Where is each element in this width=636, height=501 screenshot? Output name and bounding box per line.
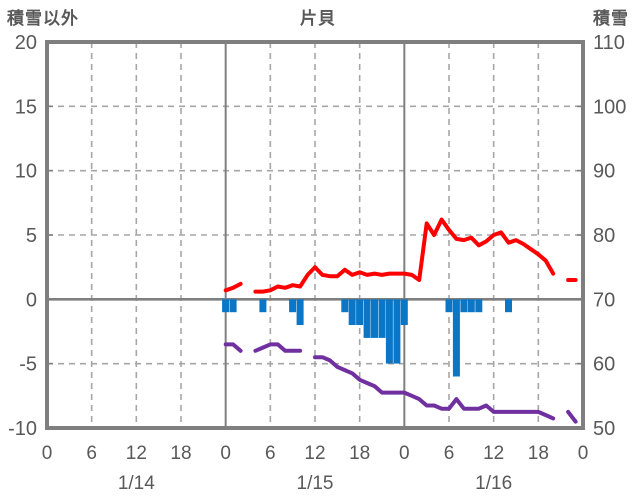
hour-tick-label: 18 — [170, 443, 191, 464]
snowfall-bar — [385, 299, 393, 364]
date-label: 1/15 — [297, 473, 334, 494]
left-axis-tick-label: -5 — [19, 354, 37, 376]
hour-tick-label: 18 — [349, 443, 370, 464]
snowfall-bar — [467, 299, 475, 313]
hour-tick-label: 12 — [304, 443, 325, 464]
left-axis-title: 積雪以外 — [7, 9, 79, 28]
snowfall-bar — [505, 299, 512, 313]
snowfall-bar — [371, 299, 378, 338]
snowfall-bar — [445, 299, 453, 313]
date-label: 1/14 — [118, 473, 155, 494]
right-axis-tick-label: 60 — [593, 354, 615, 376]
right-axis-title: 積雪 — [593, 9, 629, 28]
hour-tick-label: 6 — [444, 443, 455, 464]
snowfall-bar — [356, 299, 364, 325]
right-axis-tick-label: 80 — [593, 225, 615, 247]
left-axis-tick-label: 15 — [15, 96, 37, 118]
snowfall-bar — [289, 299, 297, 313]
hour-tick-label: 0 — [578, 443, 589, 464]
plot-border — [45, 40, 585, 430]
left-axis-tick-label: 0 — [26, 289, 37, 311]
snowfall-bar — [452, 299, 460, 377]
right-axis-tick-label: 110 — [593, 32, 625, 54]
right-axis-tick-label: 100 — [593, 96, 626, 118]
hour-tick-label: 0 — [399, 443, 410, 464]
hour-tick-label: 12 — [483, 443, 504, 464]
snow-depth-line — [223, 342, 578, 424]
snowfall-bar — [341, 299, 349, 313]
right-axis-tick-label: 50 — [593, 418, 615, 440]
hour-tick-label: 6 — [86, 443, 97, 464]
chart-title: 片貝 — [300, 9, 336, 28]
snowfall-bar — [393, 299, 401, 364]
left-axis-tick-label: 20 — [15, 32, 37, 54]
date-label: 1/16 — [475, 473, 512, 494]
right-axis-tick-label: 70 — [593, 289, 615, 311]
snowfall-bar — [296, 299, 304, 325]
hour-tick-label: 0 — [220, 443, 231, 464]
snowfall-bar — [348, 299, 356, 325]
hour-tick-label: 6 — [265, 443, 276, 464]
snowfall-bar — [400, 299, 408, 325]
hour-tick-label: 18 — [528, 443, 549, 464]
snowfall-bar — [259, 299, 267, 313]
snowfall-bar — [378, 299, 386, 338]
snowfall-bar — [229, 299, 237, 313]
hour-tick-label: 12 — [126, 443, 147, 464]
left-axis-tick-label: 5 — [26, 225, 37, 247]
snowfall-bar — [460, 299, 468, 313]
snowfall-bars — [222, 299, 512, 377]
snowfall-bar — [363, 299, 371, 338]
hour-tick-label: 0 — [42, 443, 53, 464]
temperature-line — [223, 217, 578, 294]
left-axis-tick-label: -10 — [8, 418, 37, 440]
left-axis-tick-label: 10 — [15, 161, 37, 183]
right-axis-tick-label: 90 — [593, 161, 615, 183]
snowfall-bar — [475, 299, 483, 313]
snowfall-bar — [222, 299, 230, 313]
